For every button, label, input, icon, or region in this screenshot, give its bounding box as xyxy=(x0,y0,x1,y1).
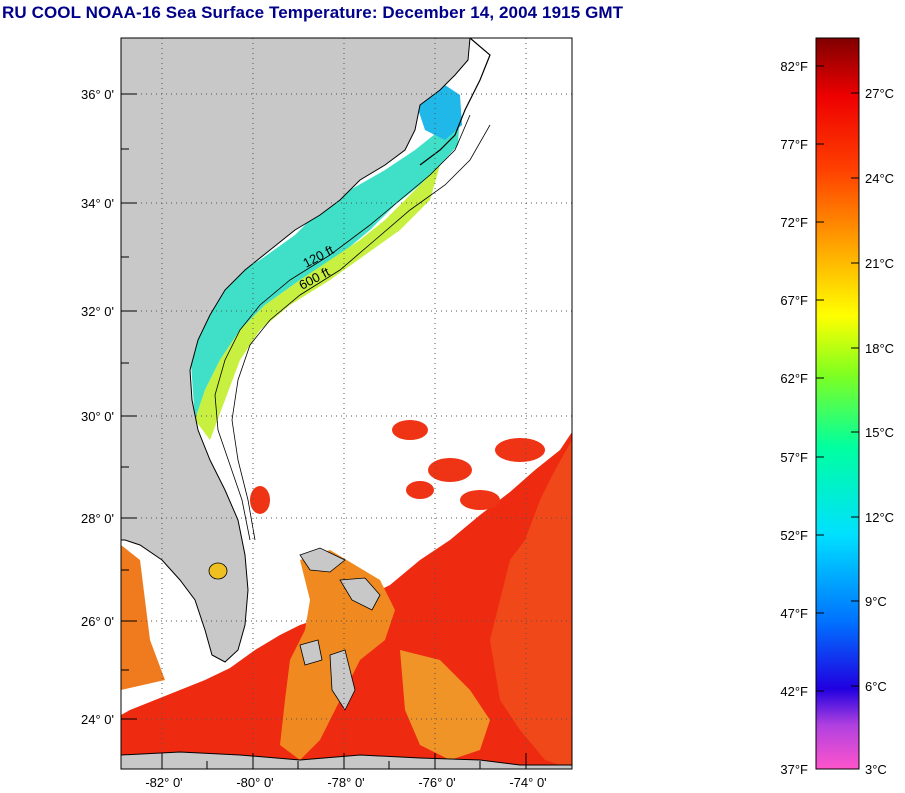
lake-okeechobee xyxy=(208,562,228,580)
cuba-land xyxy=(121,751,572,769)
cb-c-9: 9°C xyxy=(865,594,887,609)
lat-label-32: 32° 0' xyxy=(81,304,114,319)
lon-label-74: -74° 0' xyxy=(509,775,546,790)
shelf-water-cold xyxy=(190,110,460,420)
lat-label-24: 24° 0' xyxy=(81,712,114,727)
colorbar-ticks xyxy=(816,65,859,692)
lon-label-78: -78° 0' xyxy=(327,775,364,790)
outer-banks-barrier xyxy=(419,38,491,166)
shelf-water-yellow xyxy=(195,165,440,440)
map-frame xyxy=(120,37,573,770)
cb-c-18: 18°C xyxy=(865,341,894,356)
cb-c-24: 24°C xyxy=(865,171,894,186)
isobath-contours xyxy=(214,114,491,541)
lat-label-26: 26° 0' xyxy=(81,614,114,629)
map-title: RU COOL NOAA-16 Sea Surface Temperature:… xyxy=(2,3,624,22)
lat-label-36: 36° 0' xyxy=(81,87,114,102)
cb-f-72: 72°F xyxy=(780,215,808,230)
cb-c-15: 15°C xyxy=(865,425,894,440)
cb-c-21: 21°C xyxy=(865,256,894,271)
cb-f-47: 47°F xyxy=(780,606,808,621)
warm-water-patch-east xyxy=(490,440,572,769)
cloud-gap-warm-patches xyxy=(250,420,545,514)
frame-ticks xyxy=(121,93,527,769)
cb-f-37: 37°F xyxy=(780,762,808,777)
gulf-of-mexico-warm-water xyxy=(121,545,165,690)
cb-c-12: 12°C xyxy=(865,510,894,525)
cb-c-3: 3°C xyxy=(865,762,887,777)
cb-f-82: 82°F xyxy=(780,59,808,74)
us-mainland-land xyxy=(121,38,471,663)
cb-c-27: 27°C xyxy=(865,86,894,101)
lat-label-34: 34° 0' xyxy=(81,196,114,211)
graticule xyxy=(121,38,572,769)
cb-f-77: 77°F xyxy=(780,137,808,152)
lon-label-80: -80° 0' xyxy=(236,775,273,790)
cb-f-62: 62°F xyxy=(780,371,808,386)
lon-label-82: -82° 0' xyxy=(145,775,182,790)
lat-label-30: 30° 0' xyxy=(81,409,114,424)
cb-f-52: 52°F xyxy=(780,528,808,543)
bahama-banks-orange-2 xyxy=(400,650,490,760)
cb-c-6: 6°C xyxy=(865,679,887,694)
colorbar xyxy=(815,37,860,770)
bahamas-islands xyxy=(299,547,381,711)
lat-label-28: 28° 0' xyxy=(81,511,114,526)
cb-f-57: 57°F xyxy=(780,450,808,465)
lon-label-76: -76° 0' xyxy=(418,775,455,790)
cb-f-67: 67°F xyxy=(780,293,808,308)
cb-f-42: 42°F xyxy=(780,684,808,699)
